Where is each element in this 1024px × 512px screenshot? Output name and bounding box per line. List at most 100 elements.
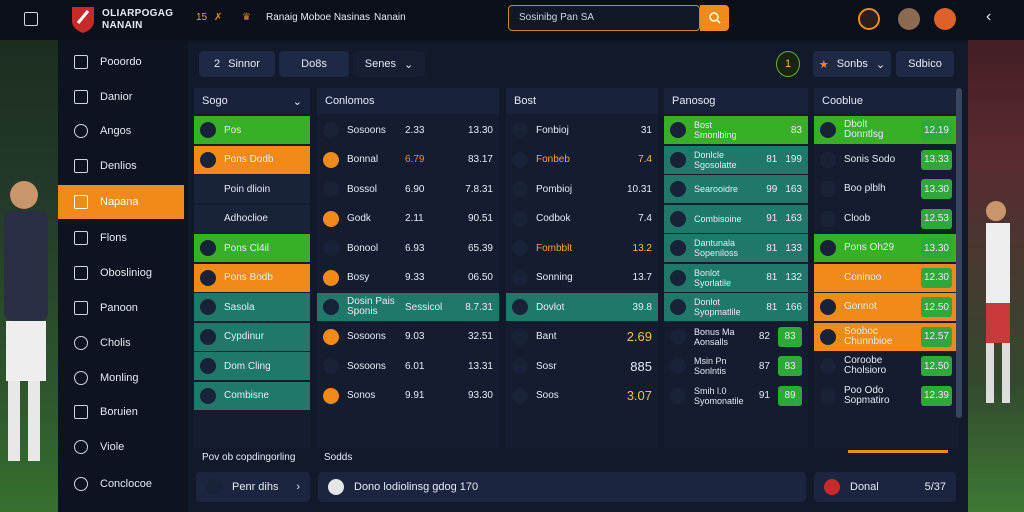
sidebar-item-8[interactable]: Panoon [58,291,184,325]
top-nav-link-2[interactable]: Nanain [374,12,406,23]
top-nav-link[interactable]: Ranaig Moboe Nasinas [266,12,370,23]
table-row[interactable]: Bosy 9.33 06.50 [317,264,499,292]
sidebar-item-7[interactable]: Obosliniog [58,256,184,290]
table-row[interactable]: Gonnot 12.50 [814,293,958,321]
list-item[interactable]: Poin dlioin [194,175,310,203]
row-value: 7.4 [638,213,652,224]
table-row[interactable]: Coroobe Cholsioro 12.50 [814,352,958,380]
footer-select[interactable]: Penr dihs › [196,472,310,502]
sidebar-item-13[interactable]: Conclocoe [58,467,184,501]
table-row[interactable]: Msin Pn Sonlntis 87 83 [664,352,808,380]
live-indicator[interactable]: 1 [776,51,800,77]
row-value: 12.53 [920,208,952,229]
list-item[interactable]: Pos [194,116,310,144]
table-row[interactable]: Cloob 12.53 [814,205,958,233]
table-row[interactable]: Searooidre 99 163 [664,175,808,203]
list-item[interactable]: Pons Cl4il [194,234,310,262]
table-row[interactable]: Codbok 7.4 [506,205,658,233]
team-icon [200,358,216,374]
list-item[interactable]: Adhoclioe [194,204,310,233]
table-row[interactable]: Sonning 13.7 [506,264,658,292]
table-row[interactable]: Soos 3.07 [506,382,658,410]
sidebar-item-9[interactable]: Cholis [58,326,184,360]
settings-icon[interactable] [934,8,956,30]
table-row[interactable]: Sosoons 2.33 13.30 [317,116,499,144]
table-row[interactable]: Dantunala Sopeniloss 81 133 [664,234,808,262]
table-row[interactable]: Smih l.0 Syomonatile 91 89 [664,382,808,410]
arrow-icon [670,299,686,315]
table-row[interactable]: Dovlot 39.8 [506,293,658,321]
table-row[interactable]: Sonis Sodo 13.33 [814,146,958,174]
table-row[interactable]: Pons Oh29 13.30 [814,234,958,262]
table-row[interactable]: Fombblt 13.2 [506,234,658,262]
table-row[interactable]: Bonus Ma Aonsalls 82 83 [664,323,808,351]
bell-icon[interactable] [858,8,880,30]
scrollbar[interactable] [956,88,962,418]
filter-dropdown[interactable]: ★ Sonbs ⌄ [813,51,891,77]
sidebar-item-4[interactable]: Denlios [58,149,184,183]
tab-1[interactable]: 2 Sinnor [199,51,275,77]
table-row[interactable]: Bant 2.69 [506,323,658,351]
table-row[interactable]: Godk 2.11 90.51 [317,205,499,233]
main-panel: 2 Sinnor Do8s Senes ⌄ 1 ★ Sonbs ⌄ Sdbico Sog… [188,42,968,512]
tab-3-dropdown[interactable]: Senes ⌄ [353,51,425,77]
back-arrow-icon[interactable]: ‹ [986,8,992,25]
table-row[interactable]: Poo Odo Sopmatiro 12.39 [814,382,958,410]
table-row[interactable]: Bonnal 6.79 83.17 [317,146,499,174]
sidebar-item-12[interactable]: Viole [58,430,184,464]
table-row[interactable]: Sosoons 9.03 32.51 [317,323,499,351]
table-row[interactable]: Sosoons 6.01 13.31 [317,352,499,380]
row-value-a: 81 [766,272,778,283]
row-name: Bonus Ma [694,326,735,337]
row-name: Fonbeb [536,154,570,165]
sidebar-item-6[interactable]: Flons [58,221,184,255]
table-row[interactable]: Sooboc Chunnbioe 12.57 [814,322,958,351]
table-row[interactable]: Pombioj 10.31 [506,175,658,203]
table-row[interactable]: Dosin Pais Sponis Sessicol 8.7.31 [317,293,499,321]
table-row[interactable]: Sonos 9.91 93.30 [317,382,499,410]
row-value-a: 81 [766,301,778,313]
list-item[interactable]: Dom Cling [194,352,310,380]
row-name-stack: Smih l.0 Syomonatile [694,386,744,406]
table-row[interactable]: Bossol 6.90 7.8.31 [317,175,499,203]
team-icon [200,151,216,168]
arrow-icon [670,328,686,345]
table-row[interactable]: Donlcle Sgosolatte 81 199 [664,145,808,174]
table-row[interactable]: Bonlot Syorlatile 81 132 [664,263,808,292]
avatar[interactable] [898,8,920,30]
table-row[interactable]: Coninoo 12.30 [814,263,958,292]
search-button[interactable] [700,5,729,31]
row-name-stack: Donlot Syopmatlile [694,297,741,317]
list-item[interactable]: Pons Bodb [194,263,310,292]
sidebar-item-2[interactable]: Danior [58,80,184,114]
column-1-header[interactable]: Sogo ⌄ [194,88,310,114]
table-row[interactable]: Donlot Syopmatlile 81 166 [664,293,808,321]
list-item[interactable]: Combisne [194,381,310,410]
table-row[interactable]: Fonbioj 31 [506,116,658,144]
list-item[interactable]: Cypdinur [194,322,310,351]
sidebar-item-10[interactable]: Monling [58,361,184,395]
table-row[interactable]: Bonool 6.93 65.39 [317,234,499,262]
footer-ticker[interactable]: Dono lodiolinsg gdog 170 [318,472,806,502]
table-row[interactable]: Sosr 885 [506,352,658,380]
sidebar-item-11[interactable]: Boruien [58,395,184,429]
list-item[interactable]: Sasola [194,293,310,321]
row-value-b: 90.51 [467,213,493,224]
list-item[interactable]: Pons Dodb [194,145,310,174]
footer-summary[interactable]: Donal 5/37 [814,472,956,502]
row-name-stack: Coninoo [844,272,881,283]
search-input[interactable]: Sosinibg Pan SA [508,5,700,31]
table-row[interactable]: Boo plblh 13.30 [814,175,958,203]
table-row[interactable]: Fonbeb 7.4 [506,146,658,174]
filter-value[interactable]: Sdbico [896,51,954,77]
table-row[interactable]: Bost Smonlbing 83 [664,116,808,144]
sidebar-item-3[interactable]: Angos [58,114,184,148]
table-row[interactable]: Combisoine 91 163 [664,204,808,233]
menu-icon[interactable] [24,12,38,26]
table-row[interactable]: Dbolt Donntlsg 12.19 [814,116,958,144]
row-name-2: Syorlatile [694,277,732,288]
sidebar-item-5[interactable]: Napana [58,185,184,219]
tab-2[interactable]: Do8s [279,51,349,77]
sidebar-item-1[interactable]: Pooordo [58,45,184,79]
row-value-a: 9.91 [405,390,425,401]
